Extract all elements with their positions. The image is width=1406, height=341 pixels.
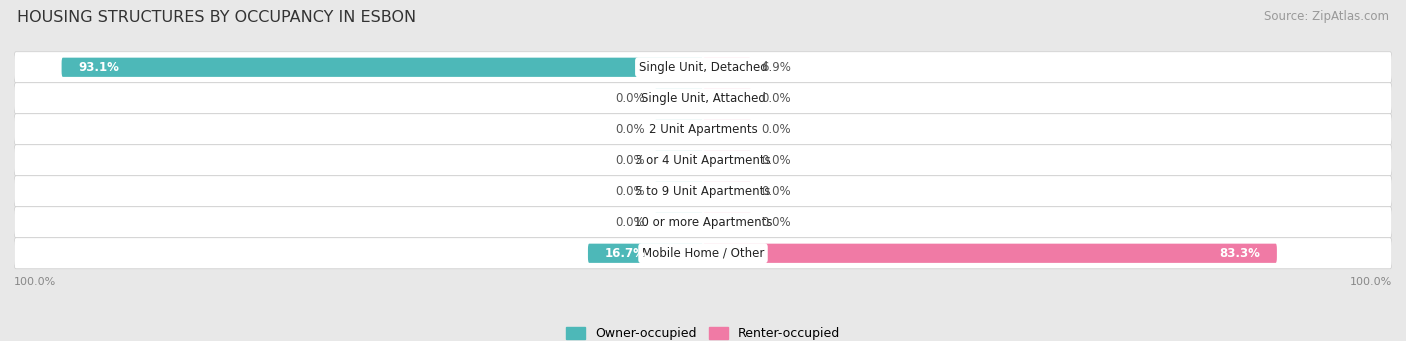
FancyBboxPatch shape xyxy=(14,176,1392,207)
Text: 10 or more Apartments: 10 or more Apartments xyxy=(634,216,772,229)
Text: 0.0%: 0.0% xyxy=(614,216,644,229)
Text: 0.0%: 0.0% xyxy=(762,216,792,229)
FancyBboxPatch shape xyxy=(703,213,751,232)
FancyBboxPatch shape xyxy=(703,244,1277,263)
FancyBboxPatch shape xyxy=(703,182,751,201)
Text: 0.0%: 0.0% xyxy=(614,154,644,167)
Legend: Owner-occupied, Renter-occupied: Owner-occupied, Renter-occupied xyxy=(567,327,839,340)
FancyBboxPatch shape xyxy=(703,58,751,77)
Text: 0.0%: 0.0% xyxy=(614,185,644,198)
Text: 0.0%: 0.0% xyxy=(614,92,644,105)
Text: 16.7%: 16.7% xyxy=(605,247,645,260)
Text: Single Unit, Detached: Single Unit, Detached xyxy=(638,61,768,74)
Text: 0.0%: 0.0% xyxy=(762,185,792,198)
Text: HOUSING STRUCTURES BY OCCUPANCY IN ESBON: HOUSING STRUCTURES BY OCCUPANCY IN ESBON xyxy=(17,10,416,25)
Text: 93.1%: 93.1% xyxy=(79,61,120,74)
Text: 100.0%: 100.0% xyxy=(14,278,56,287)
Text: 100.0%: 100.0% xyxy=(1350,278,1392,287)
Text: 6.9%: 6.9% xyxy=(761,61,790,74)
FancyBboxPatch shape xyxy=(703,89,751,108)
Text: 2 Unit Apartments: 2 Unit Apartments xyxy=(648,123,758,136)
FancyBboxPatch shape xyxy=(62,58,703,77)
FancyBboxPatch shape xyxy=(14,145,1392,176)
FancyBboxPatch shape xyxy=(655,89,703,108)
Text: 83.3%: 83.3% xyxy=(1219,247,1260,260)
Text: 0.0%: 0.0% xyxy=(762,92,792,105)
Text: Mobile Home / Other: Mobile Home / Other xyxy=(641,247,765,260)
FancyBboxPatch shape xyxy=(703,151,751,170)
FancyBboxPatch shape xyxy=(14,207,1392,238)
FancyBboxPatch shape xyxy=(655,182,703,201)
Text: 3 or 4 Unit Apartments: 3 or 4 Unit Apartments xyxy=(636,154,770,167)
FancyBboxPatch shape xyxy=(14,83,1392,114)
FancyBboxPatch shape xyxy=(588,244,703,263)
Text: 5 to 9 Unit Apartments: 5 to 9 Unit Apartments xyxy=(636,185,770,198)
Text: Single Unit, Attached: Single Unit, Attached xyxy=(641,92,765,105)
Text: 0.0%: 0.0% xyxy=(762,154,792,167)
FancyBboxPatch shape xyxy=(655,213,703,232)
FancyBboxPatch shape xyxy=(655,120,703,139)
Text: 0.0%: 0.0% xyxy=(762,123,792,136)
FancyBboxPatch shape xyxy=(14,52,1392,83)
FancyBboxPatch shape xyxy=(14,114,1392,145)
FancyBboxPatch shape xyxy=(655,151,703,170)
Text: 0.0%: 0.0% xyxy=(614,123,644,136)
FancyBboxPatch shape xyxy=(703,120,751,139)
FancyBboxPatch shape xyxy=(14,238,1392,269)
Text: Source: ZipAtlas.com: Source: ZipAtlas.com xyxy=(1264,10,1389,23)
